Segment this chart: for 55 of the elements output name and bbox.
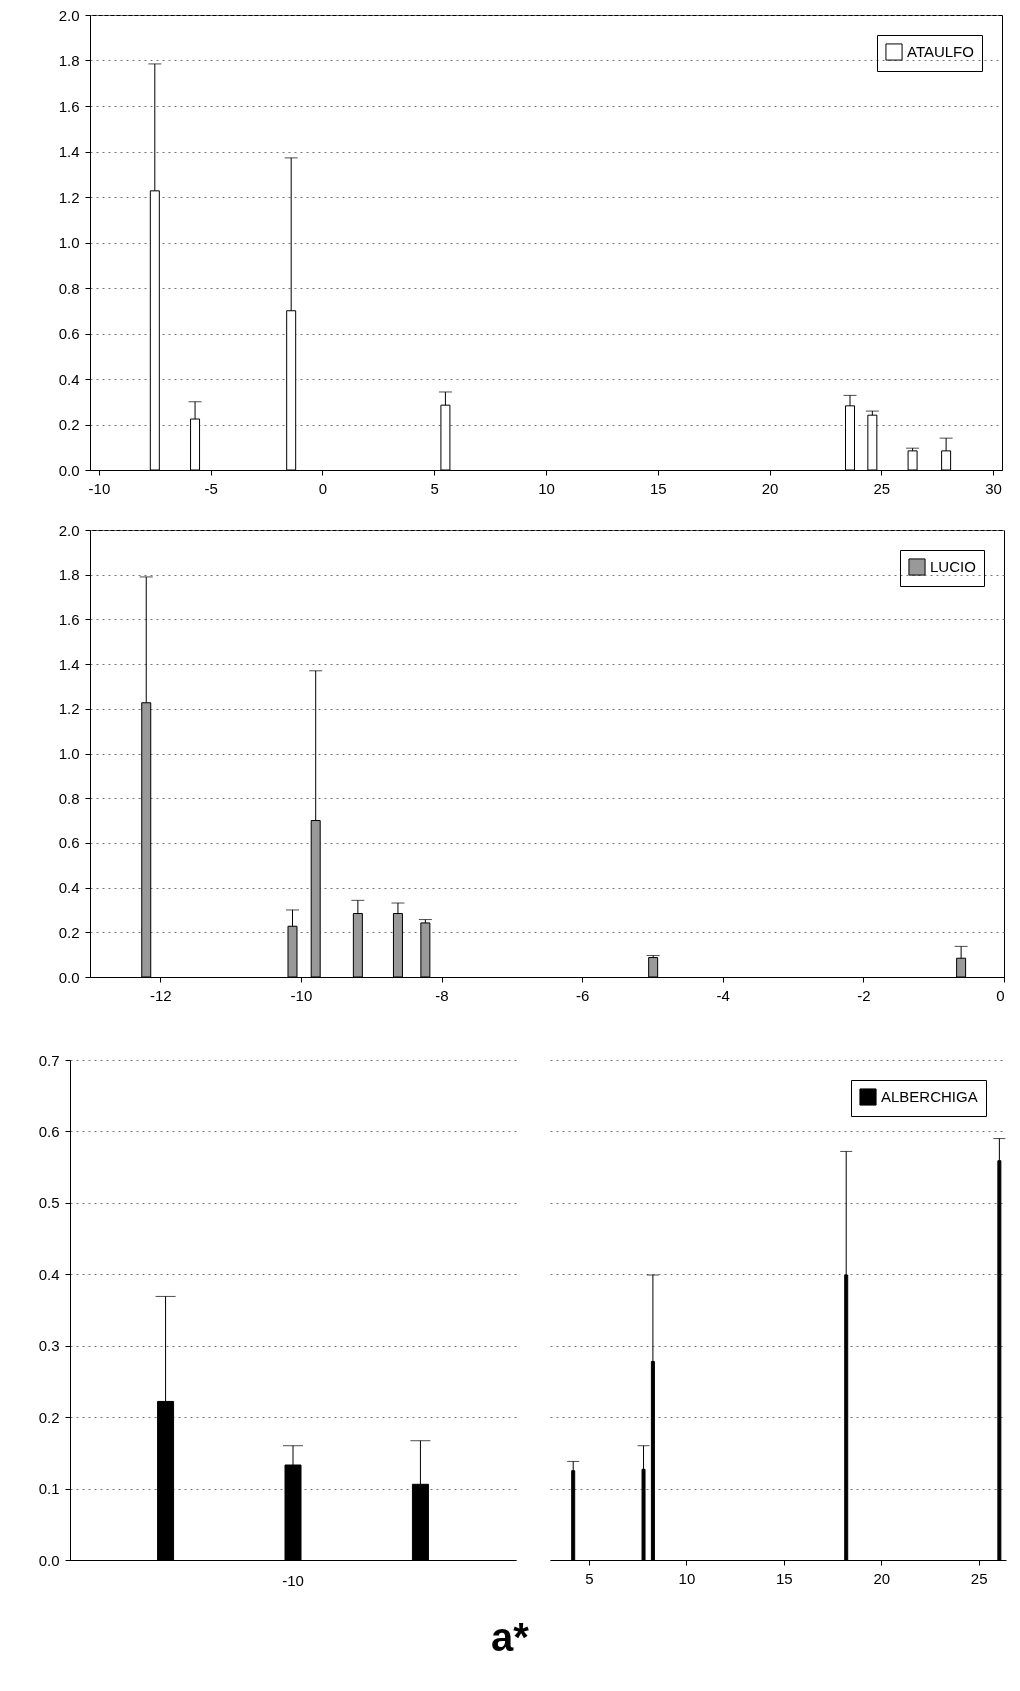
y-tick-label: 0.0 <box>38 1551 60 1569</box>
y-tick-label: 0.2 <box>58 416 80 433</box>
legend-label: ATAULFO <box>907 43 974 60</box>
x-tick-label: 15 <box>776 1569 793 1587</box>
x-tick-label: 10 <box>538 479 555 497</box>
x-tick-label: -12 <box>149 986 172 1004</box>
y-tick-label: 0.6 <box>58 834 80 852</box>
y-tick-label: 1.2 <box>58 188 80 206</box>
x-tick-label: -10 <box>88 479 111 497</box>
x-tick-label: -6 <box>575 986 590 1004</box>
y-tick-label: 0.0 <box>58 461 80 479</box>
x-tick-label: 5 <box>430 479 439 497</box>
y-tick-label: 0.4 <box>58 370 80 388</box>
y-tick-label: 0.8 <box>58 279 80 297</box>
x-tick-label: -5 <box>204 479 218 497</box>
x-tick-label: 0 <box>996 986 1005 1004</box>
y-tick-label: 1.4 <box>58 655 80 673</box>
x-tick-label: -8 <box>435 986 449 1004</box>
y-tick-label: 2.0 <box>58 6 80 24</box>
x-tick-label: 25 <box>970 1569 988 1587</box>
y-tick-label: 0.2 <box>38 1408 60 1426</box>
y-tick-label: 0.1 <box>38 1480 60 1498</box>
x-tick-label: 20 <box>761 479 779 497</box>
y-tick-label: 1.0 <box>58 745 80 762</box>
y-tick-label: 1.4 <box>58 143 80 160</box>
y-tick-label: 0.8 <box>58 789 80 807</box>
y-tick-label: 2.0 <box>58 521 80 539</box>
x-tick-label: 25 <box>873 479 891 497</box>
y-tick-label: 1.8 <box>58 566 80 584</box>
y-tick-label: 0.5 <box>38 1194 60 1212</box>
y-tick-label: 0.6 <box>58 325 80 342</box>
x-tick-label: 30 <box>985 479 1002 497</box>
x-tick-label: 0 <box>318 479 328 497</box>
y-tick-label: 1.2 <box>58 700 80 718</box>
text: a* <box>490 1615 530 1660</box>
y-tick-label: 0.4 <box>38 1265 60 1283</box>
x-tick-label: -2 <box>857 986 871 1004</box>
x-tick-label: 5 <box>585 1569 594 1587</box>
x-tick-label: -4 <box>716 986 730 1004</box>
x-tick-label: 10 <box>678 1569 696 1587</box>
y-tick-label: 0.2 <box>58 923 80 941</box>
legend-label: LUCIO <box>930 558 976 575</box>
y-tick-label: 1.6 <box>58 610 80 628</box>
y-tick-label: 0.4 <box>58 879 80 897</box>
x-tick-label: 15 <box>649 479 667 497</box>
x-tick-label: 20 <box>873 1569 891 1587</box>
y-tick-label: 0.6 <box>38 1122 60 1140</box>
y-tick-label: 1.6 <box>58 97 80 115</box>
y-tick-label: 1.0 <box>58 234 80 251</box>
y-tick-label: 1.8 <box>58 52 80 69</box>
y-tick-label: 0.7 <box>38 1051 60 1069</box>
y-tick-label: 0.3 <box>38 1337 60 1355</box>
x-tick-label: -10 <box>290 986 313 1004</box>
y-tick-label: 0.0 <box>58 968 80 986</box>
legend-label: ALBERCHIGA <box>881 1088 978 1105</box>
